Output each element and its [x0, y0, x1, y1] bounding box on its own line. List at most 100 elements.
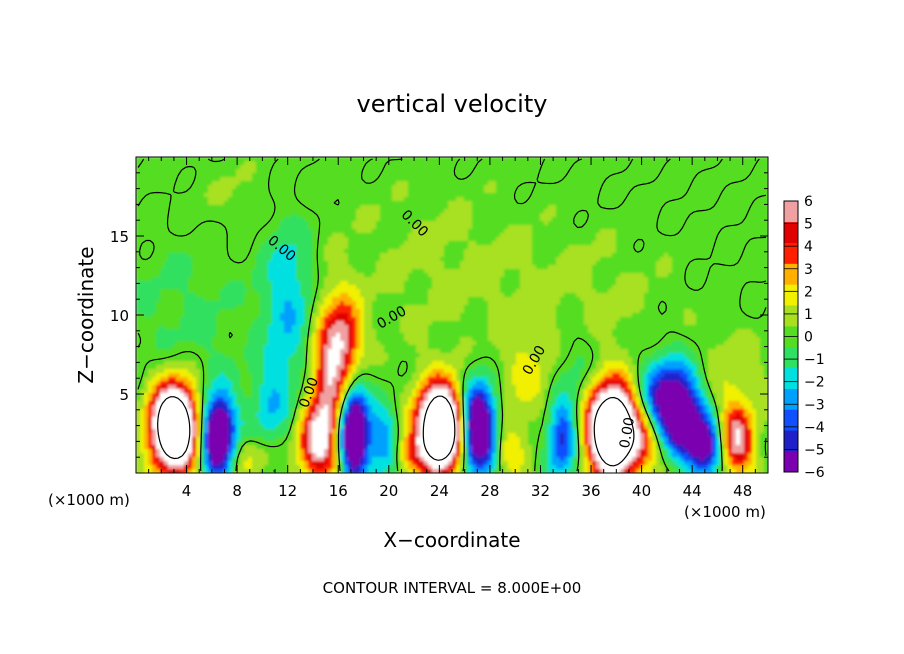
heatmap-cell [348, 253, 353, 258]
heatmap-cell [608, 165, 613, 170]
heatmap-cell [172, 181, 177, 186]
heatmap-cell [420, 201, 425, 206]
heatmap-cell [152, 185, 157, 190]
heatmap-cell [328, 193, 333, 198]
heatmap-cell [176, 281, 181, 286]
heatmap-cell [584, 237, 589, 242]
heatmap-cell [652, 181, 657, 186]
heatmap-cell [512, 245, 517, 250]
heatmap-cell [452, 205, 457, 210]
heatmap-cell [596, 217, 601, 222]
heatmap-cell [392, 201, 397, 206]
heatmap-cell [424, 201, 429, 206]
heatmap-cell [424, 249, 429, 254]
heatmap-cell [384, 157, 389, 162]
heatmap-cell [352, 273, 357, 278]
heatmap-cell [388, 233, 393, 238]
heatmap-cell [320, 265, 325, 270]
heatmap-cell [388, 273, 393, 278]
heatmap-cell [384, 217, 389, 222]
heatmap-cell [552, 245, 557, 250]
heatmap-cell [512, 281, 517, 286]
heatmap-cell [672, 165, 677, 170]
heatmap-cell [580, 197, 585, 202]
heatmap-cell [488, 225, 493, 230]
heatmap-cell [612, 213, 617, 218]
heatmap-cell [156, 193, 161, 198]
heatmap-cell [600, 229, 605, 234]
heatmap-cell [608, 225, 613, 230]
heatmap-cell [504, 181, 509, 186]
heatmap-cell [172, 281, 177, 286]
heatmap-cell [180, 269, 185, 274]
heatmap-cell [504, 281, 509, 286]
heatmap-cell [164, 277, 169, 282]
heatmap-cell [444, 253, 449, 258]
heatmap-cell [232, 173, 237, 178]
heatmap-cell [296, 217, 301, 222]
heatmap-cell [728, 165, 733, 170]
heatmap-cell [704, 273, 709, 278]
heatmap-cell [368, 201, 373, 206]
heatmap-cell [312, 265, 317, 270]
heatmap-cell [464, 269, 469, 274]
heatmap-cell [276, 241, 281, 246]
heatmap-cell [148, 233, 153, 238]
heatmap-cell [456, 265, 461, 270]
heatmap-cell [576, 257, 581, 262]
heatmap-cell [408, 253, 413, 258]
heatmap-cell [472, 269, 477, 274]
heatmap-cell [620, 189, 625, 194]
heatmap-cell [536, 213, 541, 218]
heatmap-cell [596, 185, 601, 190]
heatmap-cell [616, 253, 621, 258]
heatmap-cell [220, 233, 225, 238]
heatmap-cell [200, 157, 205, 162]
heatmap-cell [668, 217, 673, 222]
heatmap-cell [600, 277, 605, 282]
heatmap-cell [644, 257, 649, 262]
heatmap-cell [568, 241, 573, 246]
heatmap-cell [736, 205, 741, 210]
heatmap-cell [420, 225, 425, 230]
heatmap-cell [596, 257, 601, 262]
heatmap-cell [740, 173, 745, 178]
heatmap-cell [572, 249, 577, 254]
heatmap-cell [360, 217, 365, 222]
heatmap-cell [288, 241, 293, 246]
heatmap-cell [312, 201, 317, 206]
heatmap-cell [500, 249, 505, 254]
heatmap-cell [420, 261, 425, 266]
heatmap-cell [540, 265, 545, 270]
heatmap-cell [588, 189, 593, 194]
heatmap-cell [640, 161, 645, 166]
heatmap-cell [656, 193, 661, 198]
heatmap-cell [396, 213, 401, 218]
heatmap-cell [268, 185, 273, 190]
heatmap-cell [140, 261, 145, 266]
heatmap-cell [616, 229, 621, 234]
heatmap-cell [568, 277, 573, 282]
heatmap-cell [544, 173, 549, 178]
heatmap-cell [548, 257, 553, 262]
heatmap-cell [592, 241, 597, 246]
heatmap-cell [456, 169, 461, 174]
heatmap-cell [428, 261, 433, 266]
heatmap-cell [180, 177, 185, 182]
heatmap-cell [444, 197, 449, 202]
heatmap-cell [468, 257, 473, 262]
heatmap-cell [200, 265, 205, 270]
heatmap-cell [208, 217, 213, 222]
heatmap-cell [356, 209, 361, 214]
heatmap-cell [568, 165, 573, 170]
heatmap-cell [392, 161, 397, 166]
heatmap-cell [432, 181, 437, 186]
heatmap-cell [428, 177, 433, 182]
heatmap-cell [572, 173, 577, 178]
heatmap-cell [656, 265, 661, 270]
heatmap-cell [740, 237, 745, 242]
heatmap-cell [656, 253, 661, 258]
heatmap-cell [304, 249, 309, 254]
heatmap-cell [560, 269, 565, 274]
heatmap-cell [524, 221, 529, 226]
